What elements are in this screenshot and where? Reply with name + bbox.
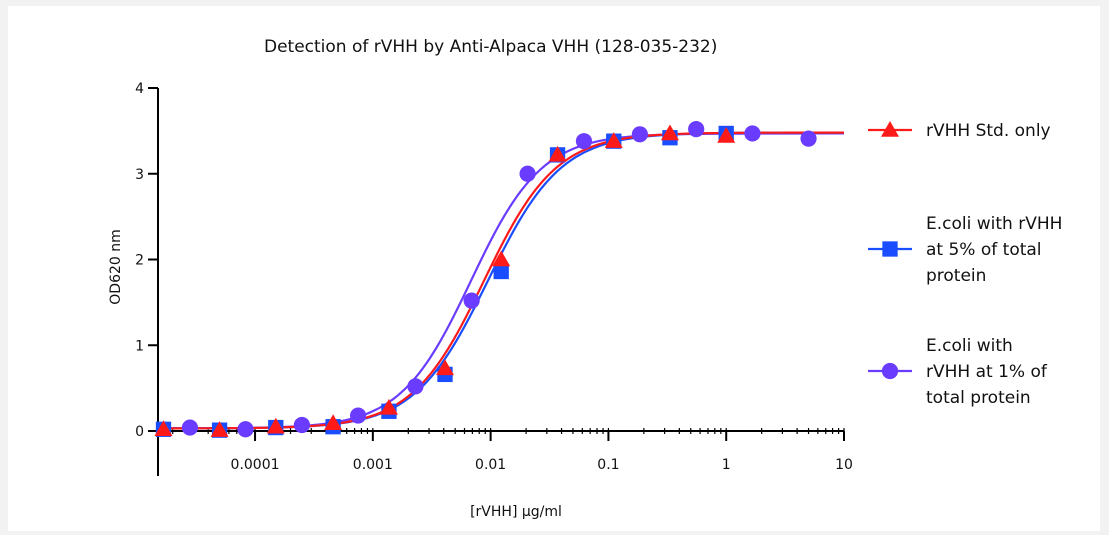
legend-marker-1 xyxy=(881,121,899,137)
data-point-series-3 xyxy=(463,292,480,309)
x-tick-label: 0.1 xyxy=(597,457,619,473)
x-axis-label: [rVHH] µg/ml xyxy=(470,504,562,520)
data-point-series-1 xyxy=(210,421,229,437)
data-point-series-3 xyxy=(293,416,311,434)
legend-label: total protein xyxy=(926,388,1031,408)
legend: rVHH Std. only E.coli with rVHH at 5% of t… xyxy=(868,121,1062,408)
y-tick-label: 2 xyxy=(135,253,144,269)
chart-title: Detection of rVHH by Anti-Alpaca VHH (12… xyxy=(264,37,717,57)
legend-label: protein xyxy=(926,266,986,286)
data-point-series-3 xyxy=(181,419,199,436)
fit-curve-1 xyxy=(158,131,844,430)
legend-label: E.coli with xyxy=(926,336,1013,356)
data-point-series-3 xyxy=(237,421,254,438)
data-point-series-1 xyxy=(266,417,285,434)
fit-curve-2 xyxy=(158,131,844,430)
x-tick-label: 0.0001 xyxy=(231,457,280,473)
data-point-series-3 xyxy=(350,407,367,424)
data-point-series-1 xyxy=(660,124,679,141)
data-point-series-3 xyxy=(575,133,593,150)
data-point-series-1 xyxy=(379,398,398,415)
fit-curve-3 xyxy=(157,132,844,430)
data-point-series-2 xyxy=(493,263,509,280)
chart-canvas: Detection of rVHH by Anti-Alpaca VHH (12… xyxy=(8,6,1100,531)
data-point-series-1 xyxy=(492,250,511,267)
data-point-series-1 xyxy=(436,359,455,376)
data-point-series-3 xyxy=(519,165,536,182)
legend-marker-2 xyxy=(882,241,898,257)
legend-label: rVHH at 1% of xyxy=(926,362,1048,382)
data-point-series-1 xyxy=(324,414,343,431)
data-point-series-3 xyxy=(800,130,817,147)
dose-response-chart: Detection of rVHH by Anti-Alpaca VHH (12… xyxy=(108,37,1062,520)
legend-marker-3 xyxy=(881,362,899,380)
y-tick-label: 3 xyxy=(135,167,144,183)
data-point-series-1 xyxy=(717,127,736,143)
data-point-series-3 xyxy=(688,121,705,138)
x-tick-label: 10 xyxy=(835,457,853,473)
x-tick-label: 0.01 xyxy=(475,457,506,473)
x-tick-label: 0.001 xyxy=(353,457,393,473)
data-point-series-1 xyxy=(604,132,623,148)
y-tick-label: 0 xyxy=(135,424,144,440)
data-point-series-3 xyxy=(407,378,424,395)
data-point-series-1 xyxy=(548,145,567,162)
legend-label: E.coli with rVHH xyxy=(926,214,1062,234)
axes: 0 1 2 3 4 0.0001 0.001 0.01 0.1 1 10 xyxy=(135,81,853,476)
data-point-series-1 xyxy=(154,420,173,437)
data-markers xyxy=(154,121,817,438)
legend-label: at 5% of total xyxy=(926,240,1042,260)
data-point-series-3 xyxy=(744,125,761,142)
fit-curves xyxy=(157,131,844,430)
y-tick-label: 4 xyxy=(135,81,144,97)
x-tick-label: 1 xyxy=(722,457,731,473)
legend-label: rVHH Std. only xyxy=(926,121,1051,141)
y-axis-label: OD620 nm xyxy=(108,229,124,304)
data-point-series-3 xyxy=(631,126,648,143)
y-tick-label: 1 xyxy=(135,338,144,354)
